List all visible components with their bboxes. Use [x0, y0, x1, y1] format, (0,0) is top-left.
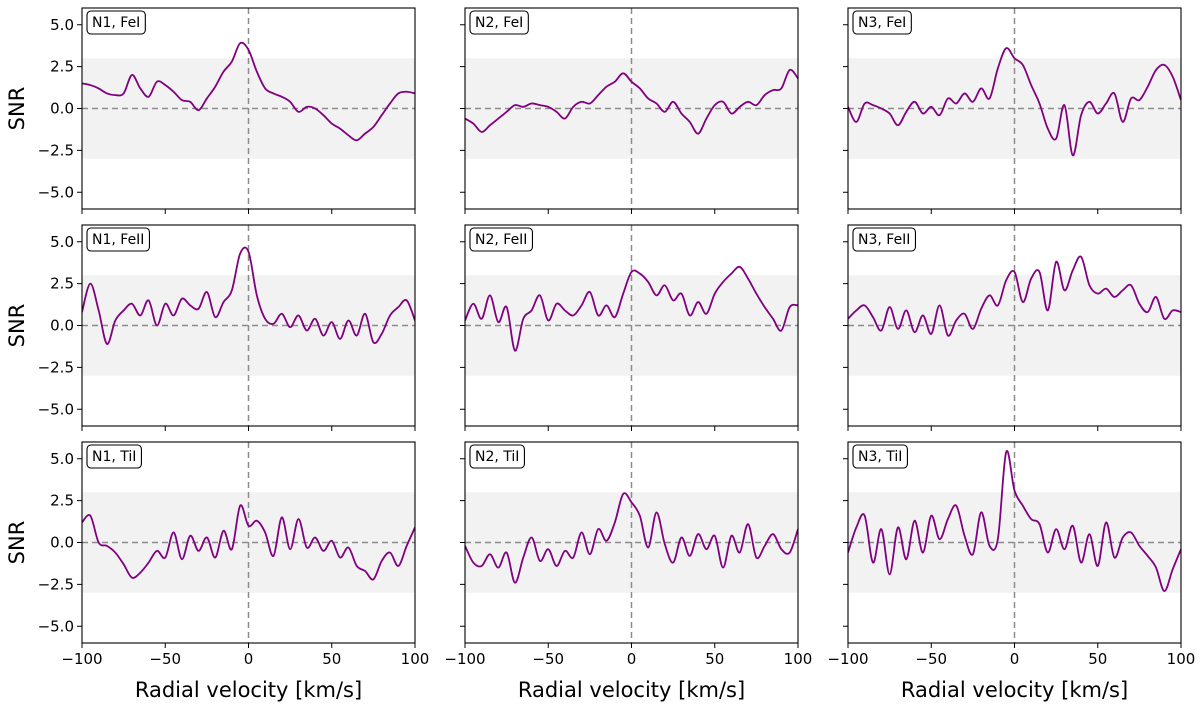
- y-tick-label: 5.0: [50, 233, 74, 251]
- panel-label-box: N1, FeII: [86, 227, 151, 252]
- y-tick-label: 2.5: [50, 58, 74, 76]
- x-tick-label: 100: [1167, 650, 1196, 668]
- panel-label-frame: [852, 227, 917, 252]
- snr-series-line: [465, 68, 798, 135]
- panel-label-box: N1, FeI: [86, 10, 146, 35]
- panel-label: N2, FeII: [475, 232, 527, 248]
- panel-label-frame: [469, 10, 529, 35]
- panel-label: N2, FeI: [475, 15, 523, 31]
- y-tick-label: −5.0: [38, 400, 74, 418]
- y-tick-label: 2.5: [50, 275, 74, 293]
- panel-label-box: N3, FeII: [852, 227, 917, 252]
- x-axis-label: Radial velocity [km/s]: [901, 678, 1128, 702]
- y-tick-label: −2.5: [38, 358, 74, 376]
- panel-label-frame: [852, 444, 908, 469]
- y-tick-label: −5.0: [38, 617, 74, 635]
- x-tick-label: 100: [401, 650, 430, 668]
- panel-label-box: N2, FeII: [469, 227, 534, 252]
- panel-1-1: 5.0 2.5 0.0 −2.5 −5.0 N1, FeI SNR: [5, 7, 416, 214]
- snr-series-line: [848, 450, 1181, 592]
- y-tick-label: 2.5: [50, 492, 74, 510]
- snr-series-line: [465, 492, 798, 584]
- y-tick-label: 0.0: [50, 100, 74, 118]
- y-tick-label: −2.5: [38, 141, 74, 159]
- panel-label-box: N2, FeI: [469, 10, 529, 35]
- x-tick-label: 0: [627, 650, 637, 668]
- snr-series-line: [465, 265, 798, 352]
- panel-label-box: N2, TiI: [469, 444, 525, 469]
- panel-3-2: −100 −50 0 50 100 N2, TiI Radial velocity [km/…: [444, 441, 813, 702]
- panel-label-frame: [86, 10, 146, 35]
- panel-label: N3, FeI: [858, 15, 906, 31]
- snr-series-line: [82, 504, 415, 581]
- panel-label: N3, TiI: [858, 449, 902, 465]
- y-tick-label: −5.0: [38, 183, 74, 201]
- x-tick-label: 100: [784, 650, 813, 668]
- x-tick-label: −100: [444, 650, 485, 668]
- panel-2-3: N3, FeII: [843, 224, 1182, 431]
- x-axis-label: Radial velocity [km/s]: [518, 678, 745, 702]
- panel-label-frame: [469, 227, 534, 252]
- panel-label-frame: [86, 444, 142, 469]
- y-tick-label: −2.5: [38, 575, 74, 593]
- panel-label: N3, FeII: [858, 232, 910, 248]
- x-tick-label: 0: [1010, 650, 1020, 668]
- y-tick-label: 5.0: [50, 450, 74, 468]
- panel-label-frame: [852, 10, 912, 35]
- snr-series-line: [848, 47, 1181, 157]
- panel-label: N1, TiI: [92, 449, 136, 465]
- x-tick-label: −100: [827, 650, 868, 668]
- x-tick-label: 50: [322, 650, 341, 668]
- panel-3-3: −100 −50 0 50 100 N3, TiI Radial velocity [km/…: [827, 441, 1196, 702]
- y-tick-label: 0.0: [50, 534, 74, 552]
- panel-1-2: N2, FeI: [460, 7, 799, 214]
- y-tick-label: 0.0: [50, 317, 74, 335]
- x-tick-label: 50: [705, 650, 724, 668]
- snr-series-line: [82, 246, 415, 345]
- panel-label-box: N3, TiI: [852, 444, 908, 469]
- panel-2-1: 5.0 2.5 0.0 −2.5 −5.0 N1, FeII SNR: [5, 224, 416, 431]
- snr-series-line: [82, 41, 415, 142]
- panel-2-2: N2, FeII: [460, 224, 799, 431]
- x-tick-label: 0: [244, 650, 254, 668]
- panel-label-box: N3, FeI: [852, 10, 912, 35]
- y-tick-label: 5.0: [50, 16, 74, 34]
- x-tick-label: −100: [61, 650, 102, 668]
- panel-3-1: −100 −50 0 50 100 5.0 2.5 0.0 −2.5 −5.0 N1, TiI SNR…: [5, 441, 430, 702]
- panel-label-box: N1, TiI: [86, 444, 142, 469]
- x-tick-label: −50: [149, 650, 181, 668]
- panel-label: N1, FeI: [92, 15, 140, 31]
- panel-label-frame: [469, 444, 525, 469]
- panel-label: N2, TiI: [475, 449, 519, 465]
- y-axis-label: SNR: [5, 87, 29, 131]
- x-axis-label: Radial velocity [km/s]: [135, 678, 362, 702]
- x-tick-label: −50: [532, 650, 564, 668]
- panel-label-frame: [86, 227, 151, 252]
- y-axis-label: SNR: [5, 521, 29, 565]
- y-axis-label: SNR: [5, 304, 29, 348]
- snr-series-line: [848, 255, 1181, 337]
- panel-label: N1, FeII: [92, 232, 144, 248]
- panel-1-3: N3, FeI: [843, 7, 1182, 214]
- x-tick-label: 50: [1088, 650, 1107, 668]
- x-tick-label: −50: [915, 650, 947, 668]
